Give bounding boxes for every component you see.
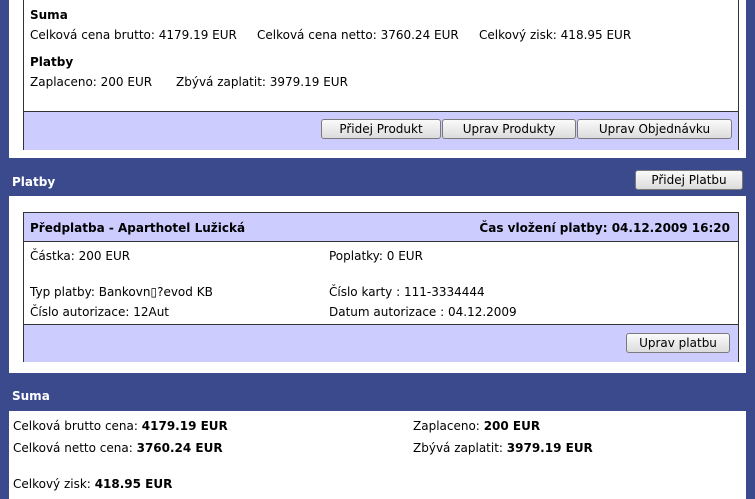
payment-time: Čas vložení platby: 04.12.2009 16:20 xyxy=(479,221,730,235)
order-zbyva-text: Zbývá zaplatit: 3979.19 EUR xyxy=(176,75,348,89)
order-netto-text: Celková cena netto: 3760.24 EUR xyxy=(257,28,459,42)
total-area: Celková brutto cena: 4179.19 EUR Celková… xyxy=(9,411,746,499)
total-profit-label: Celkový zisk: xyxy=(13,477,91,491)
payment-authorization-date: Datum autorizace : 04.12.2009 xyxy=(329,305,517,319)
total-paid-value: 200 EUR xyxy=(483,419,541,433)
total-remaining-value: 3979.19 EUR xyxy=(506,441,593,455)
total-profit-value: 418.95 EUR xyxy=(94,477,173,491)
total-netto-value: 3760.24 EUR xyxy=(136,441,223,455)
order-brutto-text: Celková cena brutto: 4179.19 EUR xyxy=(30,28,237,42)
order-summary-box: Suma Celková cena brutto: 4179.19 EUR Ce… xyxy=(23,0,739,150)
total-paid: Zaplaceno: 200 EUR xyxy=(413,419,540,433)
edit-products-button[interactable]: Uprav Produkty xyxy=(442,119,576,139)
payment-amount: Částka: 200 EUR xyxy=(30,249,131,263)
payment-fees: Poplatky: 0 EUR xyxy=(329,249,423,263)
total-brutto-label: Celková brutto cena: xyxy=(13,419,138,433)
total-brutto-value: 4179.19 EUR xyxy=(141,419,228,433)
add-product-button[interactable]: Přidej Produkt xyxy=(321,119,441,139)
edit-payment-button[interactable]: Uprav platbu xyxy=(626,333,730,353)
edit-order-button[interactable]: Uprav Objednávku xyxy=(577,119,732,139)
total-netto-label: Celková netto cena: xyxy=(13,441,133,455)
total-remaining: Zbývá zaplatit: 3979.19 EUR xyxy=(413,441,593,455)
payment-type: Typ platby: Bankovn▯?evod KB xyxy=(30,285,213,299)
payment-name: Předplatba - Aparthotel Lužická xyxy=(30,221,246,235)
payment-button-bar: Uprav platbu xyxy=(24,324,738,362)
order-button-bar: Přidej Produkt Uprav Produkty Uprav Obje… xyxy=(24,111,738,150)
total-brutto: Celková brutto cena: 4179.19 EUR xyxy=(13,419,228,433)
total-section-title: Suma xyxy=(12,389,50,403)
payment-card-header: Předplatba - Aparthotel Lužická Čas vlož… xyxy=(24,213,738,242)
order-zaplaceno-text: Zaplaceno: 200 EUR xyxy=(30,75,153,89)
total-profit: Celkový zisk: 418.95 EUR xyxy=(13,477,172,491)
order-zisk-text: Celkový zisk: 418.95 EUR xyxy=(479,28,632,42)
add-payment-button[interactable]: Přidej Platbu xyxy=(635,170,743,190)
payments-section-title: Platby xyxy=(12,175,56,189)
total-paid-label: Zaplaceno: xyxy=(413,419,480,433)
payment-card: Předplatba - Aparthotel Lužická Čas vlož… xyxy=(23,212,739,362)
payment-card-number: Číslo karty : 111-3334444 xyxy=(329,285,485,299)
payment-authorization: Číslo autorizace: 12Aut xyxy=(30,305,170,319)
total-netto: Celková netto cena: 3760.24 EUR xyxy=(13,441,223,455)
order-platby-heading: Platby xyxy=(30,55,74,69)
total-remaining-label: Zbývá zaplatit: xyxy=(413,441,503,455)
order-suma-heading: Suma xyxy=(30,8,68,22)
